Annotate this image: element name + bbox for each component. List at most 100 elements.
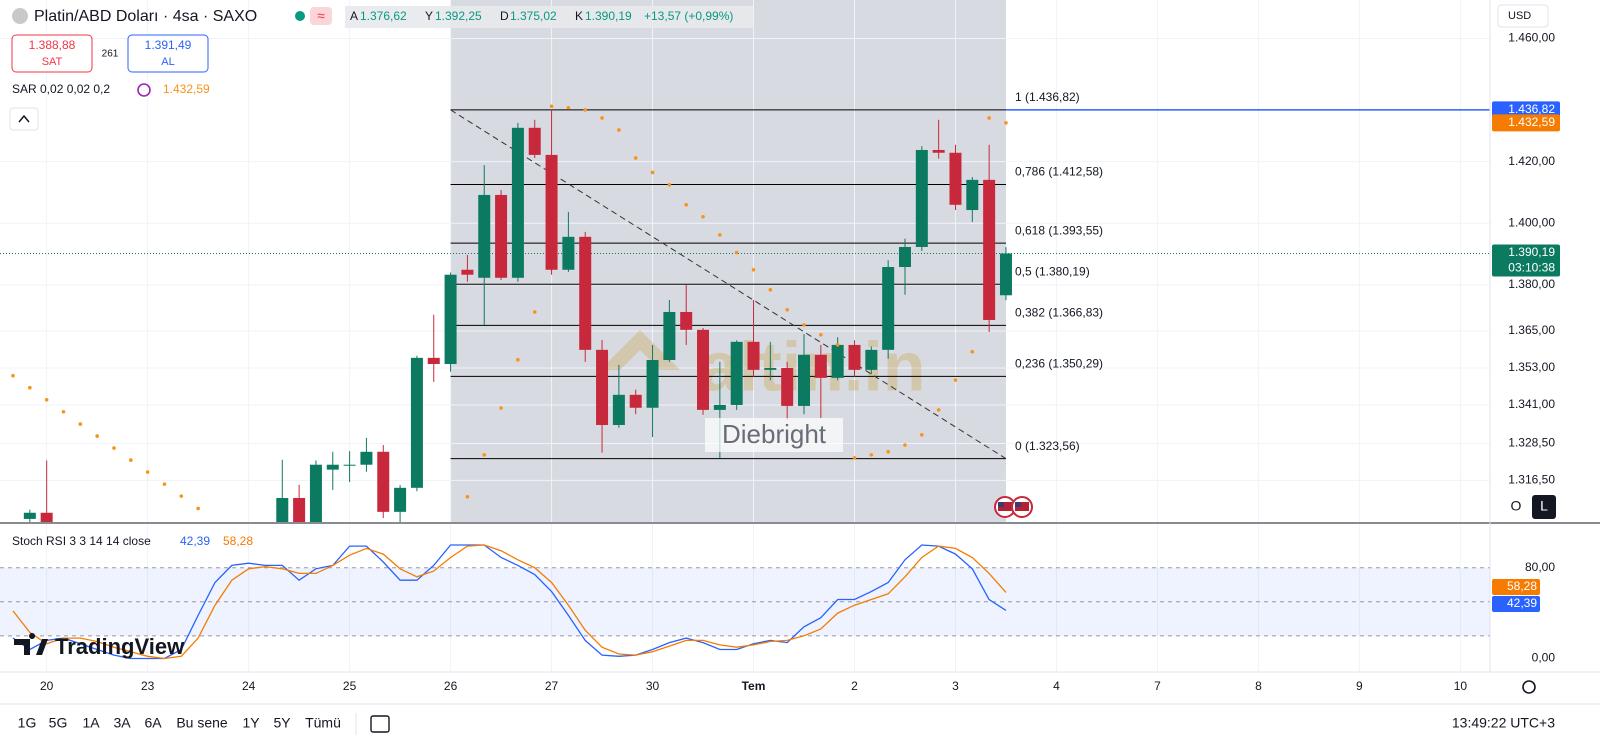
candle-body	[293, 497, 306, 522]
candle-body	[545, 154, 558, 270]
scale-button[interactable]	[1532, 495, 1556, 519]
sar-dot	[987, 116, 991, 120]
candle-body	[781, 368, 794, 406]
candle-body	[798, 354, 811, 406]
stoch-legend: 42,39	[180, 534, 210, 548]
sar-dot	[650, 170, 655, 175]
author: Diebright	[722, 419, 827, 449]
calendar-icon[interactable]	[370, 715, 390, 733]
candle-body	[40, 512, 53, 522]
sar-dot	[768, 287, 773, 292]
sar-dot	[633, 156, 638, 160]
flag-canton	[998, 502, 1004, 507]
watermark-logo	[600, 330, 680, 370]
x-tick-label: 7	[1154, 679, 1161, 693]
author-box	[705, 418, 843, 452]
candle-body	[949, 152, 962, 205]
x-tick-label: 26	[444, 679, 458, 693]
ohlc-value: 1.392,25	[435, 9, 482, 23]
sar-dot	[600, 116, 604, 120]
range-button[interactable]: 1G	[18, 715, 37, 731]
sell-price: 1.388,88	[29, 38, 76, 52]
price-label: 1.436,82	[1508, 102, 1555, 116]
candle-body	[511, 127, 524, 278]
fib-label: 0,786 (1.412,58)	[1015, 165, 1103, 179]
candle-body	[713, 404, 726, 410]
candle-body	[579, 236, 592, 350]
candle-body	[343, 464, 356, 466]
range-button[interactable]: Bu sene	[176, 715, 228, 731]
stoch-legend: 58,28	[223, 534, 253, 548]
sar-dot	[819, 332, 823, 337]
buy-label: AL	[161, 56, 174, 68]
range-button[interactable]: 3A	[113, 715, 131, 731]
sar-dot	[583, 108, 588, 112]
range-button[interactable]: 5G	[49, 715, 68, 731]
candle-body	[646, 360, 659, 408]
sar-icon	[137, 83, 151, 97]
y-tick-label: 1.341,00	[1508, 397, 1555, 411]
candle-body	[966, 179, 979, 211]
ohlc-key: A	[350, 9, 358, 23]
x-tick-label: 3	[952, 679, 959, 693]
range-button[interactable]: Tümü	[305, 715, 341, 731]
y-tick-label: 1.353,00	[1508, 360, 1555, 374]
price-box	[1492, 114, 1560, 132]
range-button[interactable]: 1Y	[242, 715, 260, 731]
x-tick-label: Tem	[742, 679, 766, 693]
logo-text: TradingView	[55, 634, 185, 659]
status-icon: ≈	[317, 8, 325, 24]
x-tick-label: 25	[343, 679, 357, 693]
y-tick-label: 1.400,00	[1508, 215, 1555, 229]
currency: USD	[1508, 10, 1531, 22]
candle-body	[326, 464, 339, 470]
sar-dot	[145, 470, 150, 474]
range-button[interactable]: 5Y	[273, 715, 291, 731]
spread: 261	[102, 49, 119, 60]
fib-label: 0,618 (1.393,55)	[1015, 223, 1103, 237]
x-tick-label: 4	[1053, 679, 1060, 693]
fib-label: 0,236 (1.350,29)	[1015, 357, 1103, 371]
stoch-line	[12, 544, 1007, 660]
sar-dot	[482, 453, 487, 457]
flag-stripes	[998, 502, 1012, 511]
ohlc-value: 1.390,19	[585, 9, 632, 23]
candle-body	[831, 344, 844, 378]
candle-body	[410, 357, 423, 488]
fib-label: 0,382 (1.366,83)	[1015, 306, 1103, 320]
sar-dot	[499, 406, 503, 410]
candle-body	[882, 267, 895, 350]
candle-body	[377, 451, 390, 512]
status-dot	[295, 11, 305, 21]
flag-canton	[1015, 502, 1021, 507]
ohlc-value: 1.376,62	[360, 9, 407, 23]
sell-button[interactable]	[11, 34, 93, 73]
candle-body	[865, 349, 878, 370]
scale-button[interactable]	[1504, 495, 1528, 519]
range-button[interactable]: 1A	[82, 715, 100, 731]
candle-body	[562, 236, 575, 270]
candle-body	[596, 349, 609, 425]
price-label: 1.390,19	[1508, 245, 1555, 259]
ohlc-change: +13,57 (+0,99%)	[644, 9, 733, 23]
sar-dot	[970, 349, 975, 354]
sar-title: SAR 0,02 0,02 0,2	[12, 82, 110, 96]
candle-body	[730, 341, 743, 405]
x-tick-label: 30	[646, 679, 660, 693]
symbol-title: Platin/ABD Doları · 4sa · SAXO	[34, 8, 257, 25]
candle-body	[848, 344, 861, 370]
stoch-title: Stoch RSI 3 3 14 14 close	[12, 534, 151, 548]
y-tick-label: 1.316,50	[1508, 473, 1555, 487]
collapse-button[interactable]	[9, 107, 39, 131]
sar-dot	[920, 433, 924, 437]
y-tick-label: 1.328,50	[1508, 436, 1555, 450]
ohlc-key: D	[500, 9, 509, 23]
currency-box[interactable]	[1497, 4, 1549, 28]
range-button[interactable]: 6A	[144, 715, 162, 731]
ohlc-value: 1.375,02	[510, 9, 557, 23]
settings-icon[interactable]	[1522, 680, 1536, 694]
buy-button[interactable]	[127, 34, 209, 73]
